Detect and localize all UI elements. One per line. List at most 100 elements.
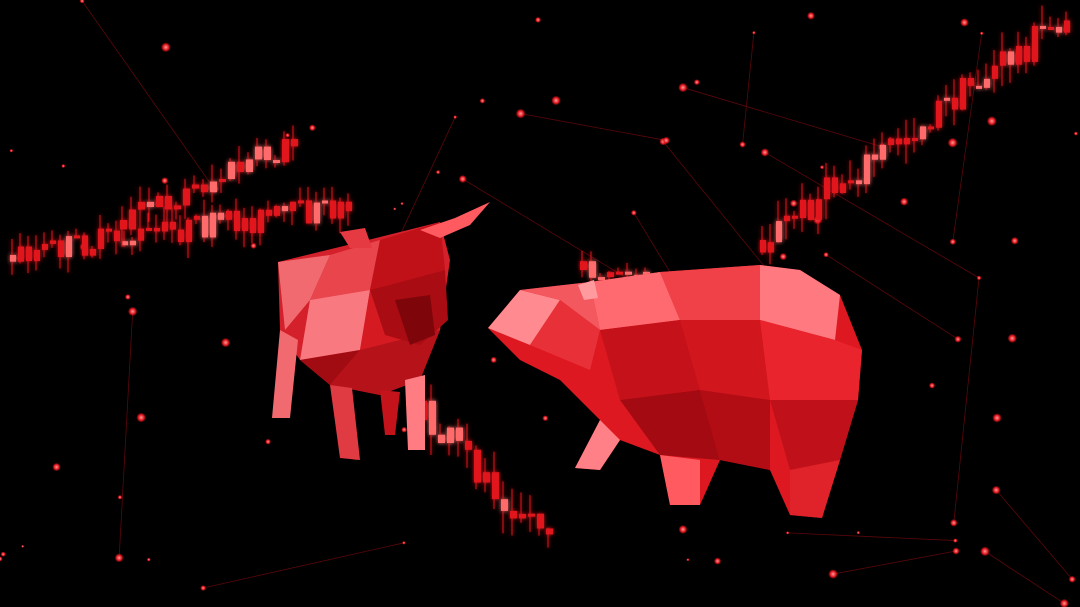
candle-body bbox=[237, 161, 244, 173]
candle-body bbox=[1056, 26, 1062, 33]
candle-body bbox=[840, 183, 846, 194]
glow-node bbox=[789, 199, 798, 208]
glow-node bbox=[458, 174, 467, 184]
candlestick-chart bbox=[10, 5, 1070, 548]
glow-node bbox=[551, 95, 561, 106]
candle-body bbox=[178, 229, 184, 243]
network-line bbox=[952, 33, 983, 242]
candle-body bbox=[960, 78, 966, 110]
glow-node bbox=[980, 546, 990, 557]
candle-body bbox=[944, 97, 950, 101]
candle-body bbox=[580, 261, 587, 270]
candle-body bbox=[483, 472, 490, 483]
candle-body bbox=[202, 215, 208, 238]
glow-node bbox=[542, 415, 549, 422]
candle-body bbox=[273, 160, 280, 164]
candle-body bbox=[872, 154, 878, 160]
network-line bbox=[833, 550, 957, 575]
candle-body bbox=[314, 202, 320, 224]
candle-body bbox=[282, 206, 288, 212]
candle-body bbox=[616, 271, 623, 275]
candle-body bbox=[114, 230, 120, 242]
candle-body bbox=[194, 215, 200, 220]
candle-body bbox=[186, 219, 192, 243]
glow-node bbox=[819, 165, 825, 170]
candle-body bbox=[346, 201, 352, 212]
network-line bbox=[787, 532, 956, 541]
candle-body bbox=[122, 241, 128, 246]
candle-body bbox=[1016, 45, 1022, 65]
candle-body bbox=[816, 199, 822, 220]
glow-node bbox=[856, 530, 861, 535]
glow-node bbox=[630, 209, 637, 216]
glow-node bbox=[1059, 598, 1069, 607]
candle-body bbox=[266, 209, 272, 216]
candle-body bbox=[800, 199, 806, 218]
candle-body bbox=[896, 138, 902, 145]
candle-body bbox=[792, 215, 798, 219]
candle-body bbox=[201, 184, 208, 193]
glow-node bbox=[806, 11, 815, 20]
glow-node bbox=[535, 16, 542, 23]
candle-body bbox=[856, 180, 862, 185]
candle-body bbox=[984, 78, 990, 88]
candle-body bbox=[42, 243, 48, 250]
candle-body bbox=[255, 146, 262, 160]
glow-node bbox=[693, 79, 700, 86]
candle-body bbox=[330, 200, 336, 219]
candle-body bbox=[952, 97, 958, 110]
candle-body bbox=[474, 449, 481, 483]
candle-body bbox=[537, 513, 544, 529]
candle-body bbox=[447, 427, 454, 444]
candle-body bbox=[824, 177, 830, 200]
glow-node bbox=[308, 124, 316, 132]
candle-body bbox=[776, 221, 782, 243]
glow-node bbox=[979, 31, 984, 36]
glow-node bbox=[686, 558, 690, 562]
candle-body bbox=[864, 154, 870, 185]
candle-body bbox=[165, 195, 172, 210]
candle-body bbox=[242, 218, 248, 232]
network-line bbox=[995, 489, 1073, 580]
glow-node bbox=[453, 115, 458, 119]
glow-node bbox=[9, 148, 14, 153]
glow-node bbox=[250, 242, 257, 249]
candle-body bbox=[282, 139, 289, 163]
glow-node bbox=[479, 98, 486, 104]
glow-node bbox=[928, 382, 936, 389]
candle-body bbox=[130, 240, 136, 246]
candle-body bbox=[519, 513, 526, 519]
candle-body bbox=[429, 400, 436, 435]
glow-node bbox=[828, 569, 838, 579]
network-line bbox=[953, 277, 980, 523]
candle-body bbox=[170, 221, 176, 230]
glow-node bbox=[949, 519, 958, 527]
candle-body bbox=[456, 427, 463, 441]
glow-node bbox=[954, 335, 962, 343]
candle-body bbox=[26, 246, 32, 262]
candle-body bbox=[976, 85, 982, 89]
network-line bbox=[742, 32, 755, 145]
candle-body bbox=[920, 126, 926, 140]
glow-node bbox=[779, 252, 787, 261]
glow-node bbox=[823, 251, 829, 258]
candle-body bbox=[936, 100, 942, 128]
candle-body bbox=[322, 200, 328, 204]
candle-body bbox=[66, 236, 72, 258]
glow-node bbox=[393, 207, 397, 211]
glow-node bbox=[1007, 333, 1017, 343]
candle-body bbox=[465, 440, 472, 450]
candle-body bbox=[306, 200, 312, 224]
network-line bbox=[118, 311, 134, 558]
glow-node bbox=[402, 541, 406, 545]
glow-node bbox=[678, 524, 688, 534]
candle-body bbox=[904, 138, 910, 145]
glow-node bbox=[435, 169, 441, 175]
glow-node bbox=[146, 557, 151, 562]
network-line bbox=[520, 113, 667, 141]
glow-node bbox=[401, 426, 408, 433]
candle-body bbox=[106, 228, 112, 232]
network-line bbox=[825, 254, 959, 340]
candle-body bbox=[264, 146, 271, 161]
candle-body bbox=[808, 199, 814, 220]
